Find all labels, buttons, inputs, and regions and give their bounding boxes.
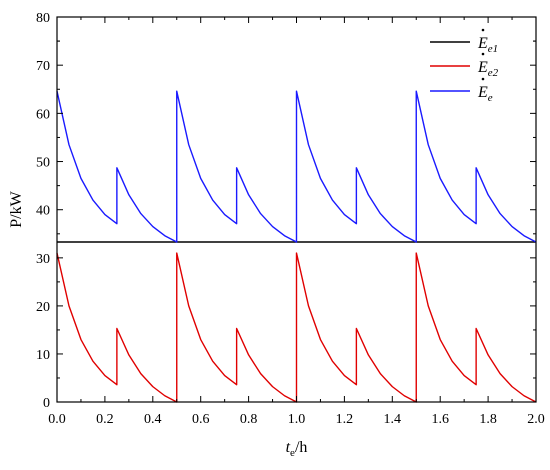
- y-axis-title: P/kW: [8, 190, 25, 227]
- x-tick-label-2: 0.4: [144, 412, 162, 427]
- series-line-1: [56, 252, 537, 403]
- legend-symbol-2: E: [477, 84, 488, 101]
- x-tick-label-4: 0.8: [240, 412, 258, 427]
- legend-symbol-0: E: [477, 35, 488, 52]
- legend-label-1: Ee2: [477, 59, 499, 79]
- x-tick-label-9: 1.8: [479, 412, 497, 427]
- y-top-tick-label-1: 50: [36, 156, 50, 171]
- y-bottom-tick-label-1: 10: [36, 348, 50, 363]
- x-tick-label-8: 1.6: [431, 412, 449, 427]
- legend-sub-1: e2: [488, 67, 499, 79]
- x-axis-title: te/h: [286, 439, 308, 459]
- x-tick-label-10: 2.0: [527, 412, 545, 427]
- legend-dot-1: [481, 52, 485, 56]
- x-axis-title-unit: /h: [295, 439, 307, 456]
- series-layer: [56, 90, 537, 403]
- legend-sub-2: e: [488, 92, 493, 104]
- y-bottom-tick-label-0: 0: [43, 396, 50, 411]
- y-top-tick-label-0: 40: [36, 204, 50, 219]
- x-tick-label-6: 1.2: [336, 412, 354, 427]
- x-tick-label-5: 1.0: [288, 412, 306, 427]
- x-tick-label-7: 1.4: [384, 412, 402, 427]
- y-top-tick-label-2: 60: [36, 107, 50, 122]
- x-tick-label-3: 0.6: [192, 412, 210, 427]
- legend-label-0: Ee1: [477, 35, 498, 55]
- legend-label-2: Ee: [477, 84, 493, 104]
- ticks-layer: [56, 16, 537, 403]
- y-top-tick-label-4: 80: [36, 11, 50, 26]
- x-axis-title-main: t: [286, 439, 291, 456]
- x-tick-label-1: 0.2: [96, 412, 114, 427]
- series-line-2: [56, 90, 537, 243]
- legend-symbol-1: E: [477, 59, 488, 76]
- x-tick-label-0: 0.0: [48, 412, 66, 427]
- y-bottom-tick-label-2: 20: [36, 300, 50, 315]
- legend-dot-0: [481, 28, 485, 32]
- labels-layer: 0.0 0.2 0.4 0.6 0.8 1.0 1.2 1.4 1.6 1.8 2.0 40 50 60 7…: [8, 11, 545, 459]
- x-axis-title-sub: e: [290, 447, 295, 459]
- y-bottom-tick-label-3: 30: [36, 252, 50, 267]
- legend-sub-0: e1: [488, 43, 498, 55]
- legend-dot-2: [481, 77, 485, 81]
- y-top-tick-label-3: 70: [36, 59, 50, 74]
